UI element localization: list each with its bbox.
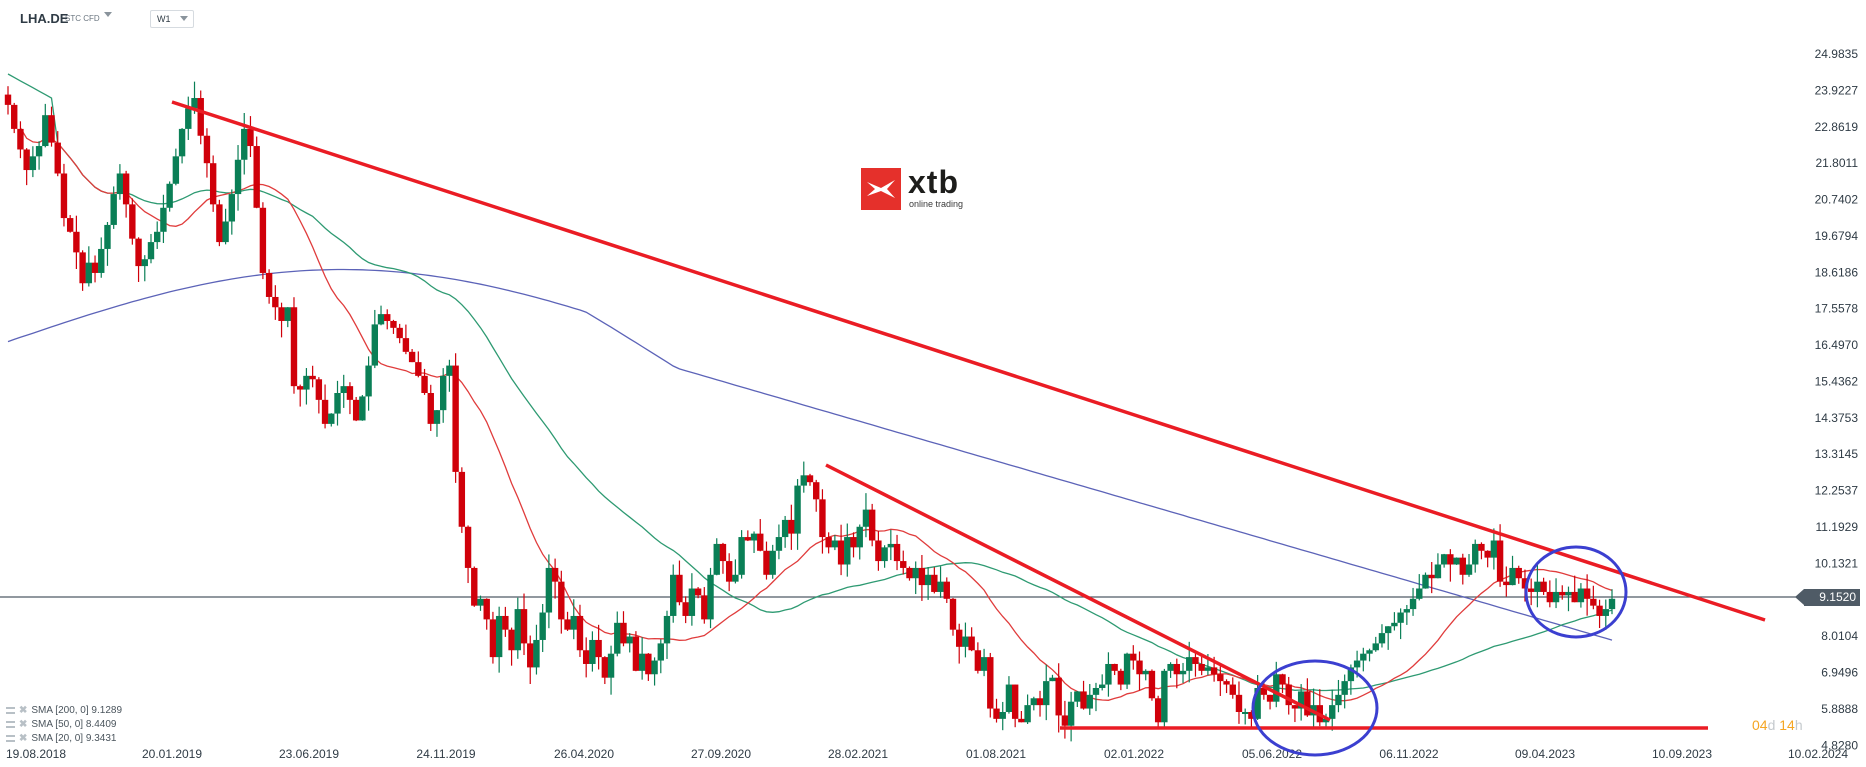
price-tick: 10.1321 bbox=[1815, 556, 1859, 570]
breakout-ellipse[interactable] bbox=[1251, 659, 1379, 757]
price-tick: 22.8619 bbox=[1815, 120, 1859, 134]
symbol-label: LHA.DE bbox=[20, 11, 69, 26]
date-tick: 27.09.2020 bbox=[691, 747, 751, 761]
price-tick: 13.3145 bbox=[1815, 447, 1859, 461]
indicator-legend: ✖ SMA [200, 0] 9.1289 ✖ SMA [50, 0] 8.44… bbox=[6, 703, 122, 745]
countdown-hours: 14 bbox=[1779, 717, 1795, 733]
countdown-days-unit: d bbox=[1767, 717, 1776, 733]
date-tick: 05.06.2022 bbox=[1242, 747, 1302, 761]
logo-wordmark: xtb bbox=[908, 164, 959, 200]
sma-200-line bbox=[7, 268, 1613, 641]
instrument-type: STC CFD bbox=[65, 14, 100, 23]
time-axis[interactable]: 19.08.2018 20.01.2019 23.06.2019 24.11.2019… bbox=[6, 747, 1848, 761]
price-tick: 8.0104 bbox=[1821, 629, 1858, 643]
legend-sma-200[interactable]: ✖ SMA [200, 0] 9.1289 bbox=[6, 703, 122, 717]
major-downtrend-line[interactable] bbox=[171, 100, 1766, 622]
price-tick: 4.8280 bbox=[1821, 738, 1858, 752]
drawings bbox=[171, 100, 1766, 757]
sma-50-line bbox=[7, 73, 1613, 692]
xtb-x-icon bbox=[861, 168, 901, 210]
price-tick: 12.2537 bbox=[1815, 484, 1859, 498]
date-tick: 28.02.2021 bbox=[828, 747, 888, 761]
price-axis[interactable]: 24.9835 23.9227 22.8619 21.8011 20.7402 19.67… bbox=[1815, 47, 1859, 752]
price-tick: 15.4362 bbox=[1815, 374, 1859, 388]
xtb-logo: xtb online trading bbox=[861, 164, 971, 212]
price-tick: 16.4970 bbox=[1815, 338, 1859, 352]
date-tick: 06.11.2022 bbox=[1379, 747, 1438, 761]
date-tick: 24.11.2019 bbox=[416, 747, 475, 761]
legend-sma-20[interactable]: ✖ SMA [20, 0] 9.3431 bbox=[6, 731, 122, 745]
price-tick: 17.5578 bbox=[1815, 302, 1859, 316]
close-icon[interactable]: ✖ bbox=[19, 704, 28, 716]
countdown-days: 04 bbox=[1752, 717, 1768, 733]
date-tick: 20.01.2019 bbox=[142, 747, 202, 761]
legend-label: SMA [200, 0] 9.1289 bbox=[31, 704, 123, 716]
date-tick: 09.04.2023 bbox=[1515, 747, 1575, 761]
close-icon[interactable]: ✖ bbox=[19, 732, 28, 744]
countdown-hours-unit: h bbox=[1794, 717, 1803, 733]
price-tick: 24.9835 bbox=[1815, 47, 1859, 61]
timeframe-select[interactable]: W1 bbox=[150, 10, 194, 28]
candlesticks bbox=[4, 81, 1616, 742]
price-tick: 14.3753 bbox=[1815, 411, 1859, 425]
sma-20-line bbox=[19, 127, 1613, 702]
settings-icon[interactable] bbox=[6, 706, 15, 714]
date-tick: 23.06.2019 bbox=[279, 747, 339, 761]
price-tick: 23.9227 bbox=[1815, 83, 1859, 97]
secondary-downtrend-line[interactable] bbox=[825, 463, 1331, 722]
price-tick: 20.7402 bbox=[1815, 193, 1859, 207]
chevron-down-icon bbox=[180, 16, 188, 21]
price-tick: 21.8011 bbox=[1816, 156, 1859, 170]
current-price-badge: 9.1520 bbox=[1795, 589, 1860, 606]
price-tick: 18.6186 bbox=[1815, 265, 1859, 279]
date-tick: 26.04.2020 bbox=[554, 747, 614, 761]
date-tick: 01.08.2021 bbox=[966, 747, 1026, 761]
close-icon[interactable]: ✖ bbox=[19, 718, 28, 730]
legend-label: SMA [50, 0] 8.4409 bbox=[31, 718, 117, 730]
legend-sma-50[interactable]: ✖ SMA [50, 0] 8.4409 bbox=[6, 717, 122, 731]
price-tick: 5.8888 bbox=[1821, 702, 1858, 716]
legend-label: SMA [20, 0] 9.3431 bbox=[31, 732, 117, 744]
logo-tagline: online trading bbox=[909, 199, 964, 209]
consolidation-ellipse[interactable] bbox=[1524, 545, 1628, 639]
settings-icon[interactable] bbox=[6, 734, 15, 742]
price-tick: 19.6794 bbox=[1815, 229, 1859, 243]
candle-countdown: 04d 14h bbox=[1752, 717, 1803, 733]
date-tick: 10.02.2024 bbox=[1788, 747, 1848, 761]
date-tick: 02.01.2022 bbox=[1104, 747, 1164, 761]
price-tick: 6.9496 bbox=[1821, 666, 1858, 680]
symbol-dropdown-chevron-icon[interactable] bbox=[104, 12, 112, 17]
settings-icon[interactable] bbox=[6, 720, 15, 728]
chart-header: LHA.DE STC CFD W1 bbox=[0, 0, 1866, 36]
price-tick: 11.1929 bbox=[1816, 520, 1859, 534]
date-tick: 10.09.2023 bbox=[1652, 747, 1712, 761]
timeframe-value: W1 bbox=[157, 14, 171, 24]
date-tick: 19.08.2018 bbox=[6, 747, 66, 761]
